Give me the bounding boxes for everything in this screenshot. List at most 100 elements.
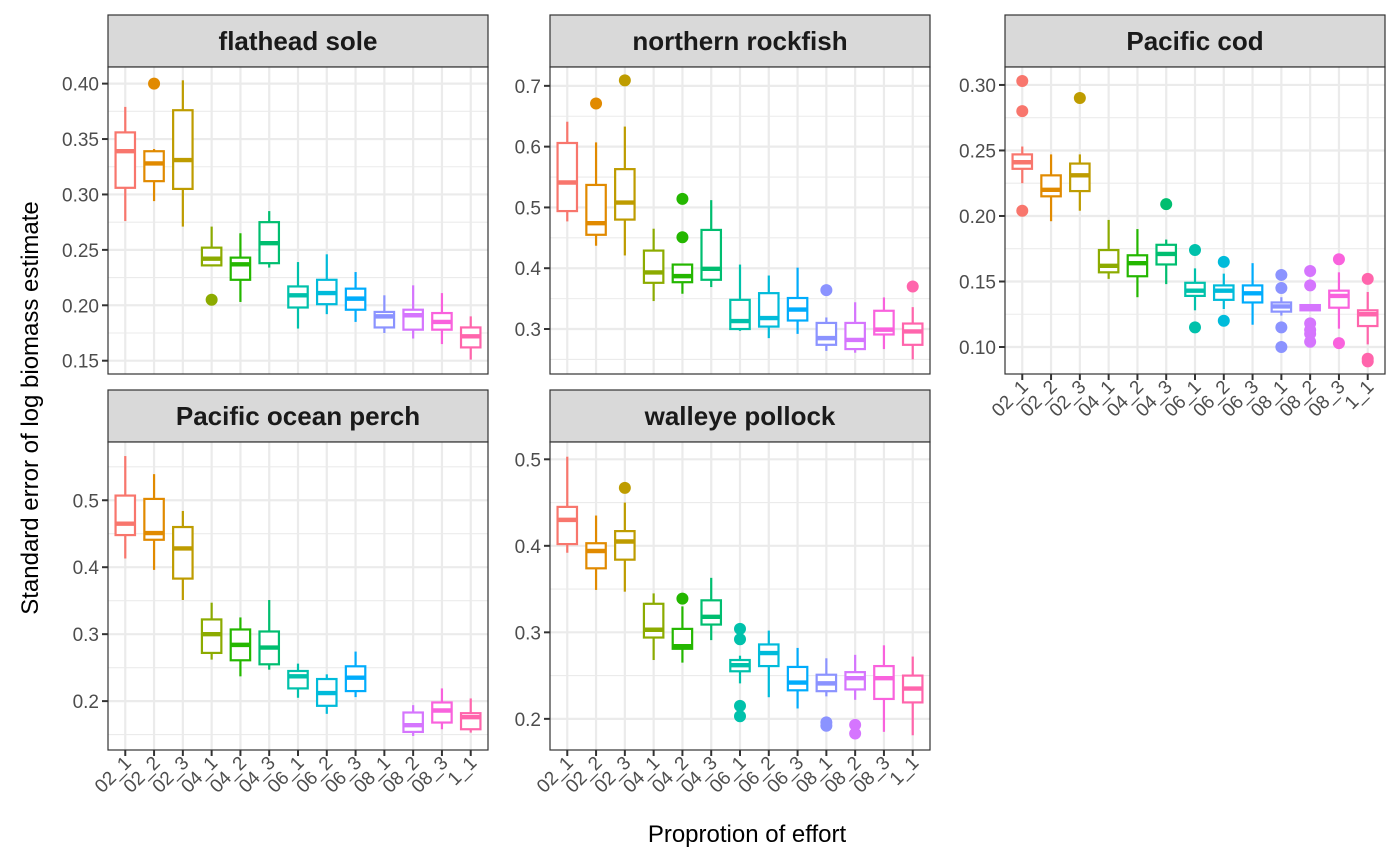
boxplot-1_1 (1356, 272, 1379, 368)
boxplot-02_3 (614, 74, 636, 256)
facet-strip (107, 14, 489, 68)
outlier-point (590, 97, 603, 110)
boxplot-02_3 (1069, 92, 1091, 211)
box (556, 505, 579, 546)
boxplot-06_1 (1184, 244, 1206, 334)
outlier-point (676, 231, 689, 244)
boxplot-02_1 (114, 106, 137, 222)
box (873, 664, 895, 701)
outlier-point (1217, 314, 1230, 327)
y-tick-label: 0.4 (515, 537, 542, 558)
boxplot-02_1 (556, 456, 579, 553)
boxplot-04_1 (642, 228, 665, 302)
outlier-point (1361, 352, 1374, 365)
y-tick-label: 0.15 (62, 352, 99, 373)
outlier-point (734, 710, 746, 723)
y-tick-label: 0.3 (73, 625, 99, 646)
boxplot-08_1 (815, 658, 838, 732)
box (671, 263, 694, 284)
outlier-point (1189, 244, 1201, 257)
outlier-point (1016, 204, 1029, 217)
boxplot-06_1 (729, 264, 751, 331)
outlier-point (820, 284, 833, 297)
box (143, 150, 165, 183)
boxplot-04_3 (258, 600, 281, 670)
boxplot-02_2 (143, 474, 165, 570)
box (815, 321, 838, 346)
box (402, 711, 424, 734)
facet-panels: flathead sole 0.15 0.20 0.25 0.30 0.35 0.40 nor… (62, 14, 1386, 797)
outlier-point (1073, 92, 1086, 105)
y-tick-label: 0.20 (62, 296, 99, 317)
boxplot-04_3 (1155, 198, 1178, 285)
boxplot-02_1 (556, 121, 579, 222)
boxplot-08_2 (402, 285, 424, 339)
facet-title: northern rockfish (632, 26, 847, 56)
boxplot-08_2 (1299, 265, 1321, 348)
y-tick-label: 0.5 (515, 198, 541, 219)
box (642, 602, 665, 639)
boxplot-04_3 (258, 211, 281, 268)
box (143, 497, 165, 541)
box (1328, 289, 1350, 309)
facet-panel: walleye pollock0.20.30.40.502_102_202_30… (515, 389, 931, 797)
boxplot-08_2 (844, 302, 866, 353)
y-tick-label: 0.4 (73, 558, 100, 579)
panel-border (549, 66, 931, 375)
box (287, 669, 309, 690)
boxplot-02_1 (1011, 75, 1034, 217)
facet-title: Pacific ocean perch (176, 401, 420, 431)
outlier-point (1016, 75, 1029, 88)
boxplot-06_3 (1241, 263, 1264, 325)
boxplot-08_3 (1328, 253, 1350, 350)
boxplot-1_1 (459, 698, 482, 733)
boxplot-06_2 (315, 674, 338, 714)
outlier-point (734, 699, 746, 712)
y-tick-label: 0.5 (515, 450, 541, 471)
box (114, 131, 137, 189)
y-tick-label: 0.10 (959, 338, 996, 359)
box (229, 256, 252, 281)
box (402, 308, 424, 331)
boxplot-02_3 (614, 481, 636, 592)
box (172, 525, 194, 580)
y-tick-label: 0.7 (515, 77, 541, 98)
box (585, 183, 607, 236)
boxplot-08_3 (873, 645, 895, 732)
boxplot-02_2 (143, 77, 165, 202)
y-tick-label: 0.25 (959, 141, 996, 162)
boxplot-08_1 (373, 295, 396, 333)
outlier-point (1361, 272, 1374, 285)
boxplot-06_1 (287, 262, 309, 329)
x-tick-label: 1_1 (444, 753, 481, 790)
box (700, 599, 723, 626)
outlier-point (734, 622, 746, 635)
outlier-point (618, 481, 631, 494)
box (614, 168, 636, 221)
outlier-point (1332, 253, 1345, 266)
y-tick-label: 0.35 (62, 130, 99, 151)
boxplot-06_3 (344, 651, 367, 698)
box (1040, 174, 1062, 198)
outlier-point (1189, 321, 1201, 334)
outlier-point (849, 718, 862, 731)
outlier-point (1275, 268, 1288, 281)
boxplot-04_1 (200, 226, 223, 306)
facet-panel: Pacific ocean perch0.20.30.40.502_102_20… (73, 389, 489, 797)
boxplot-02_3 (172, 80, 194, 227)
box (700, 228, 723, 281)
facet-strip (107, 389, 489, 443)
y-tick-label: 0.40 (62, 75, 99, 96)
boxplot-1_1 (901, 280, 924, 360)
box (729, 298, 751, 331)
boxplot-08_1 (815, 284, 838, 351)
boxplot-04_3 (700, 577, 723, 641)
y-tick-label: 0.20 (959, 207, 996, 228)
boxplot-06_2 (1212, 255, 1235, 327)
outlier-point (1332, 337, 1345, 350)
box (1097, 248, 1120, 274)
boxplot-08_3 (431, 293, 453, 345)
y-tick-label: 0.30 (62, 185, 99, 206)
boxplot-1_1 (459, 316, 482, 360)
boxplot-02_2 (585, 97, 607, 246)
